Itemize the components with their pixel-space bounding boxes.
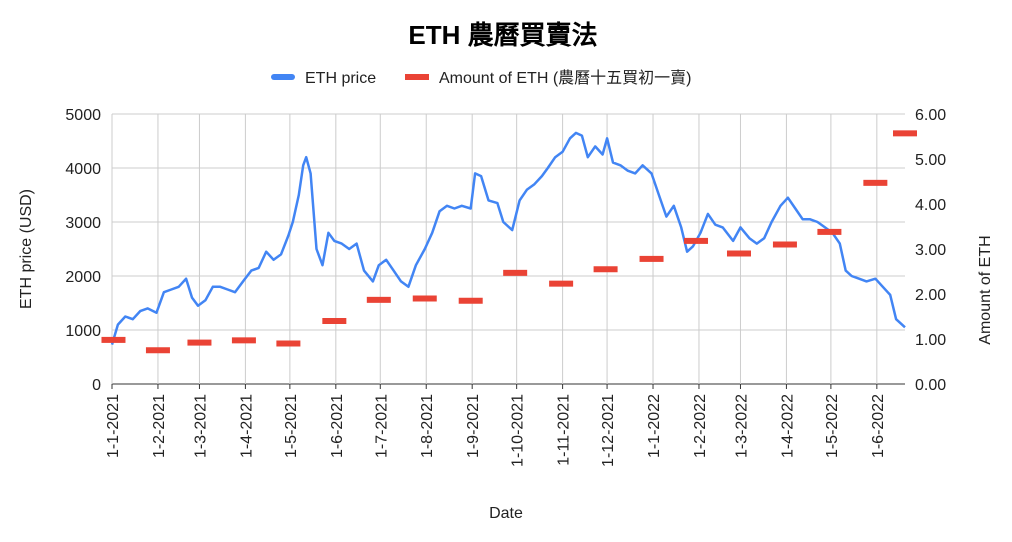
- series-line-eth-price: [110, 131, 906, 345]
- x-tick-label: 1-6-2021: [329, 394, 346, 458]
- y-tick-label-left: 3000: [65, 215, 101, 232]
- amount-marker: [231, 337, 256, 344]
- x-tick-label: 1-12-2021: [600, 394, 617, 467]
- amount-marker: [639, 255, 664, 262]
- y-axis-right: 0.00 1.00 2.00 3.00 4.00 5.00 6.00: [915, 107, 946, 394]
- amount-marker: [276, 340, 301, 347]
- amount-marker: [145, 347, 170, 354]
- legend-label-amount: Amount of ETH (農曆十五買初一賣): [439, 69, 691, 87]
- y-tick-label-right: 0.00: [915, 377, 946, 394]
- y-tick-label-left: 5000: [65, 107, 101, 124]
- x-tick-label: 1-5-2021: [283, 394, 300, 458]
- x-tick-label: 1-10-2021: [510, 394, 527, 467]
- y-tick-label-left: 0: [92, 377, 101, 394]
- y-tick-label-right: 1.00: [915, 332, 946, 349]
- amount-marker: [817, 228, 842, 235]
- legend: ETH price Amount of ETH (農曆十五買初一賣): [271, 69, 691, 87]
- y-tick-label-right: 5.00: [915, 152, 946, 169]
- x-tick-label: 1-9-2021: [465, 394, 482, 458]
- x-tick-label: 1-5-2022: [824, 394, 841, 458]
- x-tick-label: 1-8-2021: [419, 394, 436, 458]
- x-tick-label: 1-3-2021: [192, 394, 209, 458]
- amount-marker: [503, 269, 528, 276]
- plot-area: [101, 130, 917, 354]
- amount-marker: [412, 295, 437, 302]
- x-tick-label: 1-4-2022: [779, 394, 796, 458]
- legend-swatch-eth-price: [271, 74, 295, 80]
- y-tick-label-left: 2000: [65, 269, 101, 286]
- y-axis-left-title: ETH price (USD): [18, 189, 35, 309]
- y-axis-left: 0 1000 2000 3000 4000 5000: [65, 107, 101, 394]
- amount-marker: [458, 297, 483, 304]
- amount-marker: [322, 318, 347, 324]
- y-tick-label-left: 1000: [65, 323, 101, 340]
- chart-title: ETH 農曆買賣法: [408, 20, 597, 50]
- amount-marker: [863, 179, 888, 186]
- x-axis-title: Date: [489, 505, 523, 522]
- legend-swatch-amount: [405, 74, 429, 80]
- y-tick-label-right: 6.00: [915, 107, 946, 124]
- x-tick-label: 1-3-2022: [733, 394, 750, 458]
- x-tick-label: 1-2-2021: [151, 394, 168, 458]
- amount-marker: [101, 336, 126, 343]
- amount-marker: [366, 296, 391, 303]
- amount-marker: [549, 280, 574, 287]
- y-tick-label-right: 3.00: [915, 242, 946, 259]
- x-axis: 1-1-2021 1-2-2021 1-3-2021 1-4-2021 1-5-2021…: [105, 384, 887, 467]
- grid: [111, 113, 905, 385]
- x-tick-label: 1-1-2021: [105, 394, 122, 458]
- amount-marker: [187, 339, 212, 346]
- x-tick-label: 1-4-2021: [238, 394, 255, 458]
- x-tick-label: 1-2-2022: [692, 394, 709, 458]
- y-tick-label-right: 4.00: [915, 197, 946, 214]
- y-tick-label-right: 2.00: [915, 287, 946, 304]
- amount-marker: [726, 250, 751, 257]
- amount-marker: [684, 237, 709, 244]
- x-tick-label: 1-11-2021: [556, 394, 573, 466]
- amount-marker: [893, 130, 917, 137]
- amount-marker: [593, 266, 618, 273]
- legend-label-eth-price: ETH price: [305, 70, 376, 87]
- amount-marker: [772, 241, 797, 248]
- x-tick-label: 1-1-2022: [646, 394, 663, 458]
- y-tick-label-left: 4000: [65, 161, 101, 178]
- x-tick-label: 1-7-2021: [373, 394, 390, 458]
- y-axis-right-title: Amount of ETH: [977, 235, 994, 344]
- x-tick-label: 1-6-2022: [870, 394, 887, 458]
